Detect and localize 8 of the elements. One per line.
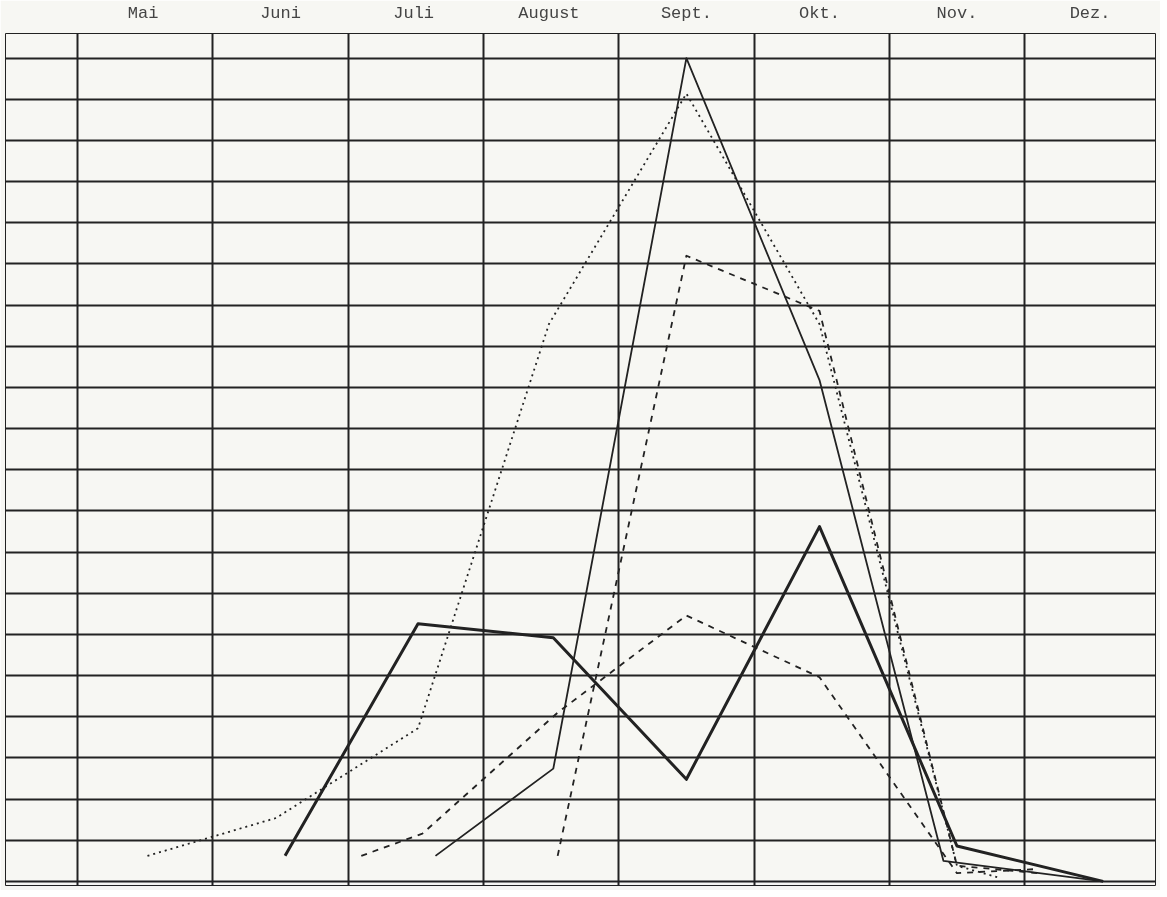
x-tick-label: Sept.	[660, 3, 712, 23]
x-tick-label: Dez.	[1069, 3, 1111, 23]
x-tick-label: Mai	[127, 3, 159, 23]
x-tick-label: Juli	[393, 3, 435, 23]
x-tick-label: Okt.	[799, 3, 840, 23]
x-tick-label: Juni	[260, 3, 301, 23]
x-tick-label: August	[518, 3, 580, 23]
x-tick-label: Nov.	[936, 3, 978, 23]
